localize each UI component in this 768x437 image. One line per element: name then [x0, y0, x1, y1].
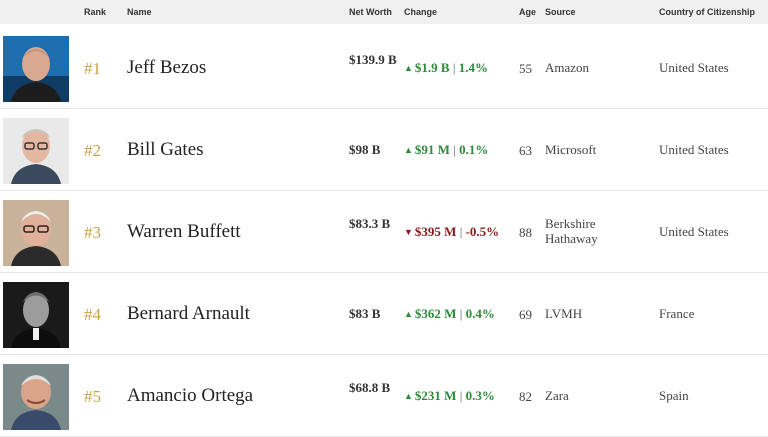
change-amount: $91 M	[414, 142, 450, 157]
avatar	[3, 36, 69, 102]
table-header: Rank Name Net Worth Change Age Source Co…	[0, 0, 768, 24]
change-amount: $1.9 B	[414, 60, 450, 75]
source: Zara	[545, 388, 569, 403]
net-worth: $83 B	[349, 306, 381, 321]
change-percent: 1.4%	[458, 60, 488, 75]
change-percent: 0.1%	[459, 142, 489, 157]
change: ▲ $1.9 B | 1.4%	[404, 60, 488, 76]
header-rank[interactable]: Rank	[84, 7, 107, 17]
rank: #2	[84, 141, 101, 160]
header-name[interactable]: Name	[127, 7, 152, 17]
rank: #1	[84, 59, 101, 78]
change-separator: |	[459, 224, 463, 239]
person-name[interactable]: Bill Gates	[127, 139, 204, 160]
age: 63	[519, 143, 532, 158]
change-percent: 0.3%	[465, 388, 495, 403]
source: Amazon	[545, 60, 590, 75]
net-worth: $139.9 B	[349, 52, 397, 67]
arrow-up-icon: ▲	[404, 309, 413, 319]
change-amount: $231 M	[414, 388, 457, 403]
age: 69	[519, 307, 532, 322]
age: 88	[519, 225, 532, 240]
country: United States	[659, 224, 729, 239]
avatar	[3, 364, 69, 430]
net-worth: $68.8 B	[349, 380, 391, 395]
rank: #3	[84, 223, 101, 242]
arrow-up-icon: ▲	[404, 391, 413, 401]
age: 55	[519, 61, 532, 76]
table-row[interactable]: #2 Bill Gates $98 B ▲ $91 M | 0.1% 63 Mic…	[0, 109, 768, 191]
change-amount: $362 M	[414, 306, 457, 321]
country: United States	[659, 60, 729, 75]
table-row[interactable]: #5 Amancio Ortega $68.8 B ▲ $231 M | 0.3%…	[0, 355, 768, 437]
change: ▲ $231 M | 0.3%	[404, 388, 495, 404]
header-change[interactable]: Change	[404, 7, 438, 17]
country: United States	[659, 142, 729, 157]
change-separator: |	[459, 306, 463, 321]
arrow-up-icon: ▲	[404, 63, 413, 73]
arrow-up-icon: ▲	[404, 145, 413, 155]
table-row[interactable]: #3 Warren Buffett $83.3 B ▼ $395 M | -0.5…	[0, 191, 768, 273]
net-worth: $98 B	[349, 142, 381, 157]
change-separator: |	[452, 60, 456, 75]
country: Spain	[659, 388, 689, 403]
country: France	[659, 306, 695, 321]
rank: #5	[84, 387, 101, 406]
avatar	[3, 118, 69, 184]
person-name[interactable]: Jeff Bezos	[127, 57, 207, 78]
avatar	[3, 282, 69, 348]
table-row[interactable]: #4 Bernard Arnault $83 B ▲ $362 M | 0.4% …	[0, 273, 768, 355]
person-name[interactable]: Warren Buffett	[127, 221, 241, 242]
age: 82	[519, 389, 532, 404]
header-country[interactable]: Country of Citizenship	[659, 7, 755, 17]
change-separator: |	[459, 388, 463, 403]
avatar	[3, 200, 69, 266]
source: Microsoft	[545, 142, 597, 157]
change-percent: 0.4%	[465, 306, 495, 321]
person-name[interactable]: Amancio Ortega	[127, 385, 254, 406]
arrow-down-icon: ▼	[404, 227, 413, 237]
change: ▲ $362 M | 0.4%	[404, 306, 495, 322]
change: ▲ $91 M | 0.1%	[404, 142, 488, 158]
source: LVMH	[545, 306, 583, 321]
change-percent: -0.5%	[465, 224, 500, 239]
header-age[interactable]: Age	[519, 7, 537, 17]
change: ▼ $395 M | -0.5%	[404, 224, 499, 240]
net-worth: $83.3 B	[349, 216, 391, 231]
person-name[interactable]: Bernard Arnault	[127, 303, 250, 324]
change-separator: |	[453, 142, 456, 157]
source: Berkshire Hathaway	[545, 216, 598, 246]
change-amount: $395 M	[414, 224, 457, 239]
rank: #4	[84, 305, 101, 324]
table-row[interactable]: #1 Jeff Bezos $139.9 B ▲ $1.9 B | 1.4% 55…	[0, 27, 768, 109]
header-net-worth[interactable]: Net Worth	[349, 7, 392, 17]
header-source[interactable]: Source	[545, 7, 576, 17]
